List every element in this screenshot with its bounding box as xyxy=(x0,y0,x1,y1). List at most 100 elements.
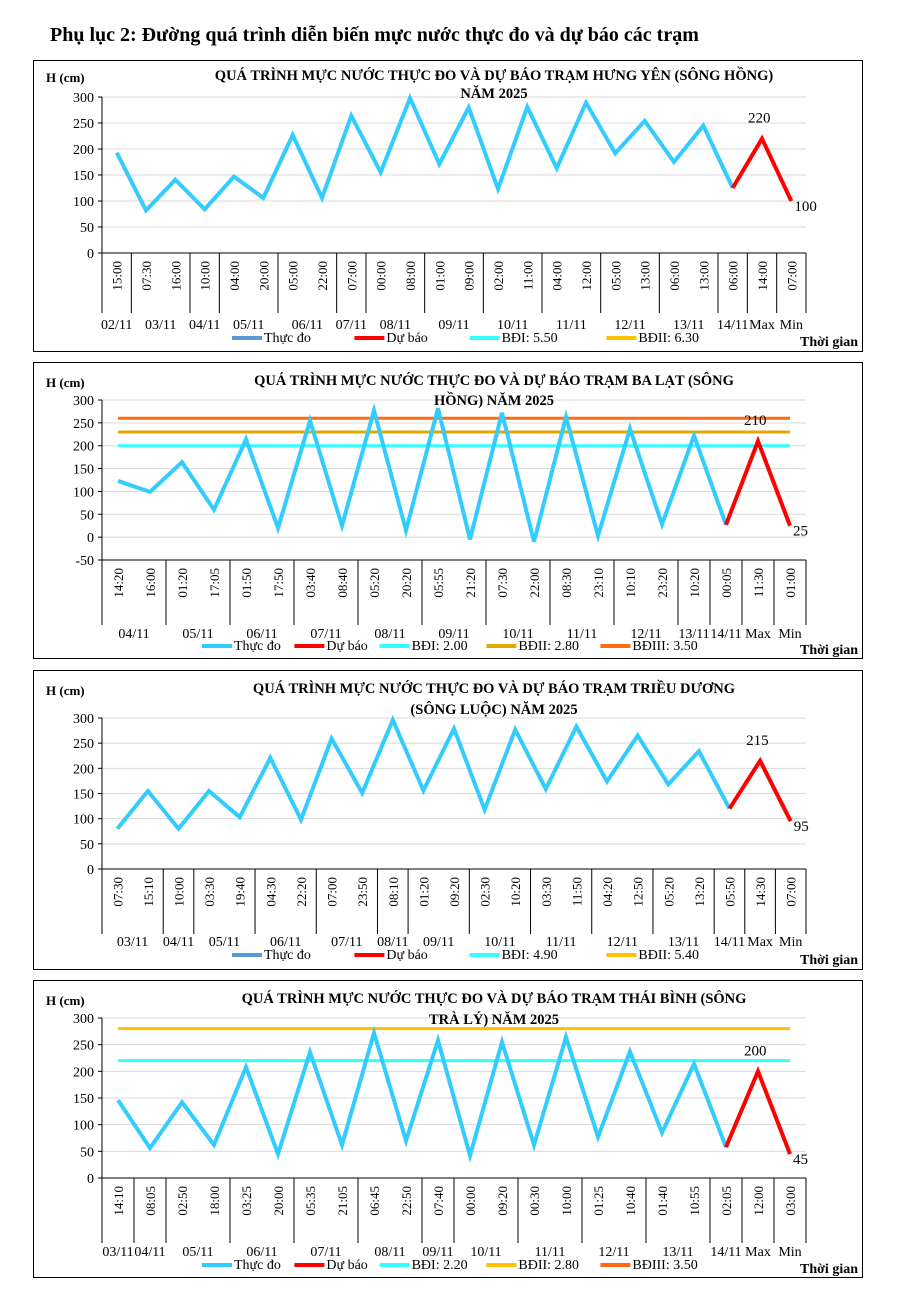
x-tick-label: 03:25 xyxy=(239,1186,254,1216)
y-tick-label: 100 xyxy=(73,813,94,828)
legend-label: Dự báo xyxy=(326,1258,367,1273)
x-group-label: 08/11 xyxy=(374,1245,405,1260)
chart-svg-ba-lat: -50 0 50 100 150 200 250 300 H (cm) QUÁ TRÌNH MỰC… xyxy=(46,372,858,658)
x-tick-label: 14:20 xyxy=(111,568,126,598)
data-label: 200 xyxy=(744,1043,767,1059)
x-tick-label: 04:00 xyxy=(550,261,565,291)
x-group-label: 07/11 xyxy=(331,935,362,950)
x-group-label: 11/11 xyxy=(556,318,587,333)
x-tick-label: 00:30 xyxy=(527,1186,542,1216)
x-group-label: 06/11 xyxy=(270,935,301,950)
y-tick-label: 100 xyxy=(73,195,94,210)
x-group-label: Max xyxy=(747,935,773,950)
x-tick-label: 08:30 xyxy=(559,568,574,598)
y-axis-label: H (cm) xyxy=(46,70,85,85)
x-tick-label: 05:20 xyxy=(661,877,676,907)
x-group-label: Max xyxy=(745,627,771,642)
x-tick-label: 20:00 xyxy=(256,261,271,291)
x-group-label: Min xyxy=(778,1245,801,1260)
x-axis-label: Thời gian xyxy=(800,953,858,968)
x-tick-label: 10:10 xyxy=(623,568,638,598)
x-group-label: 07/11 xyxy=(336,318,367,333)
x-tick-label: 01:20 xyxy=(175,568,190,598)
x-group-label: 14/11 xyxy=(710,627,741,642)
data-label: 210 xyxy=(744,413,767,429)
y-tick-label: 100 xyxy=(73,1119,94,1134)
x-group-label: 04/11 xyxy=(163,935,194,950)
y-tick-label: 0 xyxy=(87,531,94,546)
x-tick-label: 10:55 xyxy=(687,1186,702,1216)
x-axis-label: Thời gian xyxy=(800,643,858,658)
chart-title-line: (SÔNG LUỘC) NĂM 2025 xyxy=(410,701,577,718)
x-tick-label: 12:00 xyxy=(579,261,594,291)
chart-trieu-duong: 0 50 100 150 200 250 300 H (cm) QUÁ TRÌNH MỰC NƯ… xyxy=(33,670,863,970)
x-group-label: 02/11 xyxy=(101,318,132,333)
x-group-label: 05/11 xyxy=(182,1245,213,1260)
x-group-label: 04/11 xyxy=(189,318,220,333)
x-tick-label: 20:20 xyxy=(399,568,414,598)
x-tick-label: 07:00 xyxy=(784,877,799,907)
legend-label: BĐII: 2.80 xyxy=(518,639,579,654)
x-tick-label: 17:05 xyxy=(207,568,222,598)
observed-line xyxy=(117,402,728,544)
y-tick-label: 150 xyxy=(73,169,94,184)
data-label: 45 xyxy=(793,1152,808,1168)
x-tick-label: 07:30 xyxy=(139,261,154,291)
x-tick-label: 13:00 xyxy=(696,261,711,291)
legend-label: Dự báo xyxy=(326,639,367,654)
y-tick-label: 250 xyxy=(73,117,94,132)
x-tick-label: 01:40 xyxy=(655,1186,670,1216)
y-tick-label: 50 xyxy=(80,221,94,236)
chart-title-line: QUÁ TRÌNH MỰC NƯỚC THỰC ĐO VÀ DỰ BÁO TRẠ… xyxy=(254,372,734,389)
y-tick-label: 300 xyxy=(73,394,94,409)
y-tick-label: 300 xyxy=(73,91,94,106)
x-tick-label: 11:00 xyxy=(520,261,535,290)
x-tick-label: 00:05 xyxy=(719,568,734,598)
chart-thai-binh: 0 50 100 150 200 250 300 H (cm) QUÁ TRÌNH MỰC NƯ… xyxy=(33,980,863,1278)
x-tick-label: 07:30 xyxy=(495,568,510,598)
forecast-line xyxy=(724,1065,792,1155)
x-tick-label: 03:40 xyxy=(303,568,318,598)
y-axis-label: H (cm) xyxy=(46,375,85,390)
x-tick-label: 05:00 xyxy=(286,261,301,291)
x-tick-label: 10:00 xyxy=(172,877,187,907)
y-tick-label: 200 xyxy=(73,143,94,158)
x-group-label: 14/11 xyxy=(717,318,748,333)
x-group-label: 05/11 xyxy=(209,935,240,950)
x-tick-label: 07:00 xyxy=(784,261,799,291)
x-group-label: 13/11 xyxy=(668,935,699,950)
x-group-label: 08/11 xyxy=(377,935,408,950)
x-group-label: 09/11 xyxy=(438,318,469,333)
x-group-label: 13/11 xyxy=(673,318,704,333)
x-group-label: 10/11 xyxy=(470,1245,501,1260)
chart-svg-trieu-duong: 0 50 100 150 200 250 300 H (cm) QUÁ TRÌNH MỰC NƯ… xyxy=(46,680,858,968)
x-tick-label: 19:40 xyxy=(233,877,248,907)
x-group-label: 11/11 xyxy=(546,935,577,950)
x-tick-label: 04:00 xyxy=(227,261,242,291)
chart-title-line: QUÁ TRÌNH MỰC NƯỚC THỰC ĐO VÀ DỰ BÁO TRẠ… xyxy=(215,66,774,84)
x-group-label: 12/11 xyxy=(607,935,638,950)
y-tick-label: 150 xyxy=(73,463,94,478)
x-tick-label: 13:00 xyxy=(638,261,653,291)
x-tick-label: 05:55 xyxy=(431,568,446,598)
x-group-label: 04/11 xyxy=(118,627,149,642)
x-tick-label: 06:00 xyxy=(726,261,741,291)
x-group-label: Min xyxy=(780,318,803,333)
y-tick-label: 50 xyxy=(80,508,94,523)
x-tick-label: 11:50 xyxy=(569,877,584,906)
x-axis-label: Thời gian xyxy=(800,335,858,350)
x-group-label: 12/11 xyxy=(598,1245,629,1260)
legend-label: BĐI: 5.50 xyxy=(502,331,558,346)
x-group-label: Max xyxy=(749,318,775,333)
forecast-line xyxy=(727,756,793,823)
page-title: Phụ lục 2: Đường quá trình diễn biến mực… xyxy=(50,24,699,46)
legend-label: Thực đo xyxy=(234,639,281,654)
y-tick-label: 150 xyxy=(73,788,94,803)
legend-label: BĐIII: 3.50 xyxy=(632,639,697,654)
x-group-label: 10/11 xyxy=(497,318,528,333)
x-tick-label: 17:50 xyxy=(271,568,286,598)
x-tick-label: 07:40 xyxy=(431,1186,446,1216)
x-tick-label: 12:00 xyxy=(751,1186,766,1216)
x-group-label: 03/11 xyxy=(145,318,176,333)
legend-label: BĐIII: 3.50 xyxy=(632,1258,697,1273)
